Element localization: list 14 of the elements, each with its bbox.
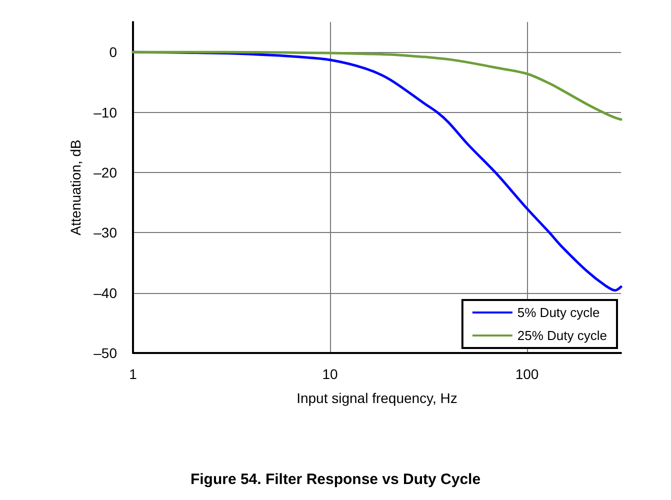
y-tick-label: –50 bbox=[94, 345, 118, 361]
x-tick-label: 10 bbox=[322, 366, 338, 382]
y-tick-label: 0 bbox=[109, 44, 118, 60]
x-tick-label: 1 bbox=[129, 366, 138, 382]
y-tick-label: –20 bbox=[94, 164, 118, 180]
y-tick-label: –10 bbox=[94, 104, 118, 120]
text: Figure 54. Filter Response vs Duty Cycle bbox=[190, 471, 481, 488]
x-axis-title: Input signal frequency, Hz bbox=[296, 390, 458, 406]
y-tick-label: –40 bbox=[94, 284, 118, 301]
x-tick-label: 100 bbox=[515, 366, 539, 382]
y-tick-label: –30 bbox=[94, 224, 118, 241]
legend-label: 5% Duty cycle bbox=[517, 305, 600, 320]
legend-label: 25% Duty cycle bbox=[517, 328, 608, 343]
y-axis-title: Attenuation, dB bbox=[68, 140, 84, 236]
